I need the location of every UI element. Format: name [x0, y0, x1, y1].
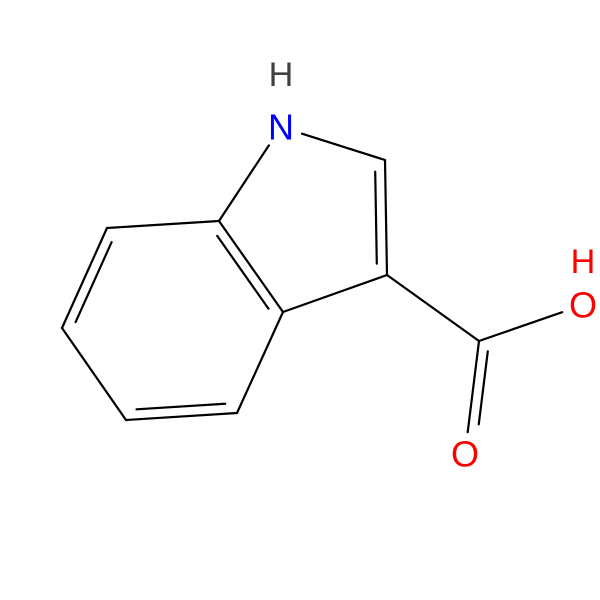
bond [76, 242, 112, 322]
bond [217, 236, 268, 309]
atom-h: H [269, 56, 294, 94]
bond [302, 134, 385, 160]
atom-o: O [569, 285, 597, 326]
bond [136, 404, 225, 410]
bond [219, 145, 269, 221]
bond [62, 228, 107, 328]
bond [375, 172, 377, 264]
bond [62, 328, 126, 420]
bond [237, 312, 283, 413]
molecule-diagram: NOOHH [0, 0, 600, 600]
bond [468, 341, 479, 432]
atom-o: O [451, 434, 479, 475]
bond [219, 221, 283, 312]
bond [283, 275, 387, 312]
bond [479, 312, 562, 341]
bond [479, 351, 488, 424]
bond [385, 160, 387, 275]
bond [387, 275, 479, 341]
bond [126, 413, 237, 420]
atom-h: H [571, 243, 596, 281]
atom-n: N [268, 107, 294, 148]
bond [107, 221, 219, 228]
